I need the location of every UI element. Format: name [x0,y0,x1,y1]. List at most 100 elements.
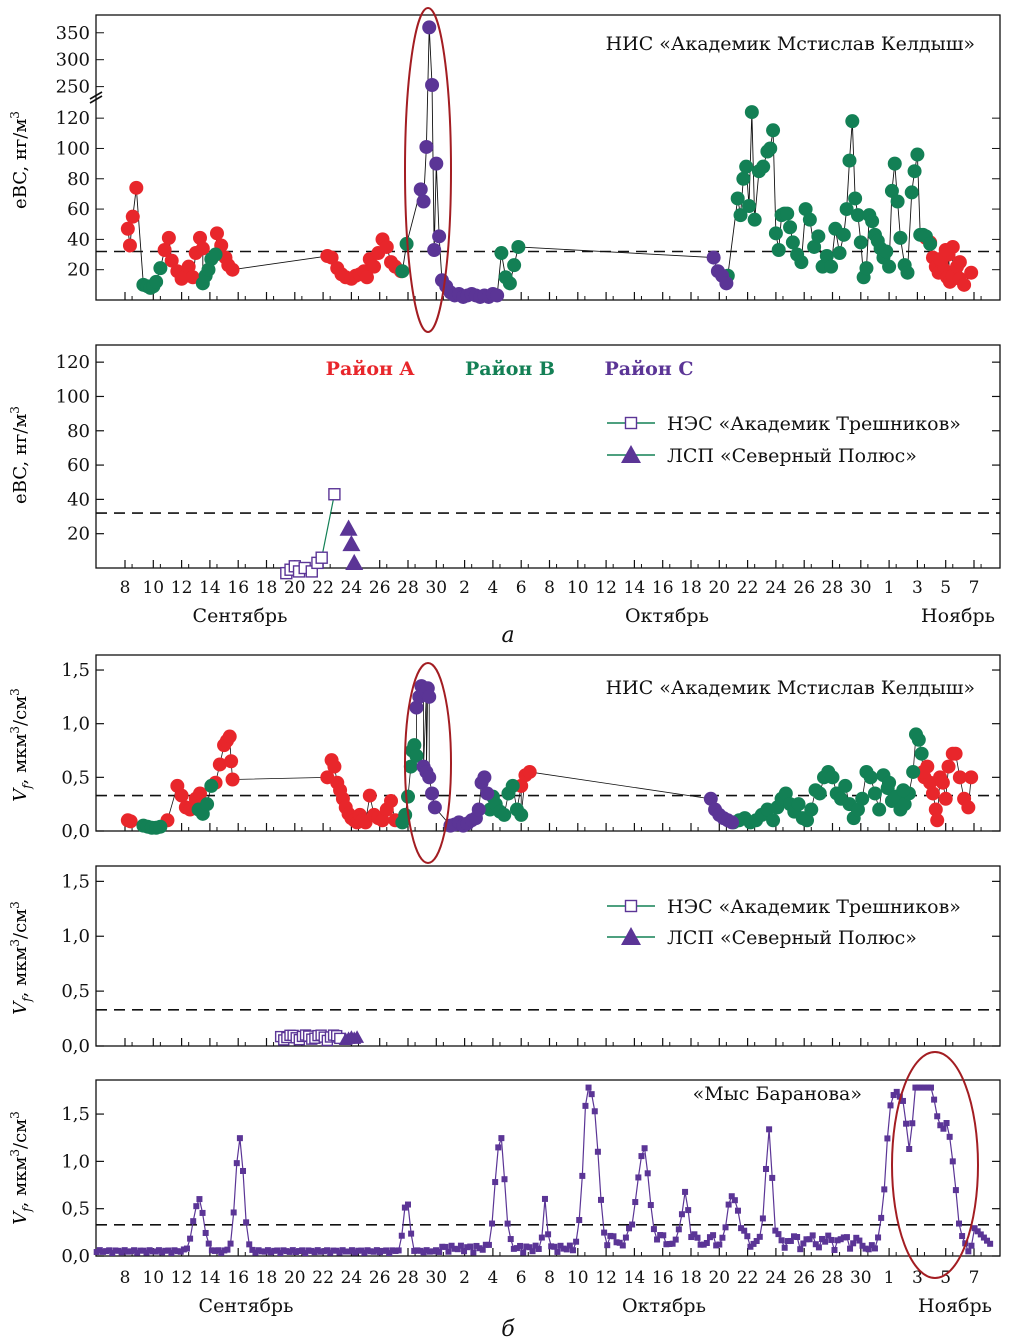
data-point-region-b [819,249,834,264]
panel-b-top-highlight-ellipse [404,662,452,864]
data-point-mys-baranova [376,1249,383,1256]
month-label-nov: Ноябрь [921,605,995,627]
panel-a-bottom-ytick-label: 20 [67,524,90,545]
data-point-mys-baranova [106,1247,113,1254]
panel-b-bottom-xtick-label: 16 [652,1268,674,1288]
panel-b-bottom-ytick-label: 0,0 [61,1246,90,1267]
data-point-region-a [174,788,189,803]
data-point-region-c [425,78,440,92]
data-point-mys-baranova [274,1247,281,1254]
data-point-mys-baranova [118,1249,125,1256]
data-point-region-b [879,244,894,259]
data-point-region-b [911,732,926,747]
month-label-sep: Сентябрь [193,605,288,627]
data-point-mys-baranova [884,1135,891,1142]
data-point-mys-baranova [747,1243,754,1250]
data-point-mys-baranova [613,1239,620,1246]
data-point-region-b [853,235,868,250]
panel-b-mid-ytick-label: 0,0 [61,1036,90,1057]
data-point-region-b [839,202,854,217]
data-point-mys-baranova [445,1248,452,1255]
data-point-region-b [733,208,748,223]
data-point-mys-baranova [635,1174,642,1181]
data-point-mys-baranova [485,1241,492,1248]
panel-b-mid-ytick-label: 1,5 [61,871,90,892]
data-point-region-b [855,791,870,806]
data-point-mys-baranova [408,1230,415,1237]
data-point-region-a [359,270,374,285]
data-point-mys-baranova [308,1247,315,1254]
panel-b-top-ytick-label: 1,5 [61,660,90,681]
data-point-mys-baranova [576,1217,583,1224]
data-point-region-c [719,276,734,291]
panel-b-bottom-xtick-label: 16 [227,1268,249,1288]
data-point-region-a [120,221,135,236]
data-point-region-b [800,813,815,828]
data-point-mys-baranova [781,1244,788,1251]
data-point-region-b [882,259,897,274]
data-point-region-b [149,274,164,289]
data-point-mys-baranova [277,1249,284,1256]
panel-b-bottom-xtick-label: 22 [737,1268,759,1288]
data-point-mys-baranova [654,1236,661,1243]
data-point-mys-baranova [725,1201,732,1208]
data-point-mys-baranova [205,1240,212,1247]
y-axis-label: Vf, мкм3/см3 [8,688,34,802]
data-point-mys-baranova [778,1237,785,1244]
data-point-mys-baranova [750,1240,757,1247]
data-point-mys-baranova [980,1234,987,1241]
data-point-mys-baranova [221,1247,228,1254]
y-axis-label: eBC, нг/м3 [8,111,31,209]
data-point-mys-baranova [607,1232,614,1239]
data-point-mys-baranova [495,1144,502,1151]
data-point-mys-baranova [436,1248,443,1255]
data-point-mys-baranova [716,1241,723,1248]
data-point-mys-baranova [787,1237,794,1244]
data-point-region-a [938,242,953,257]
panel-b-top-ytick-label: 0,0 [61,821,90,842]
data-point-mys-baranova [881,1186,888,1193]
data-point-region-b [804,802,819,817]
data-point-region-c [422,689,437,704]
panel-a-bottom-xtick-label: 12 [171,578,193,598]
data-point-mys-baranova [934,1113,941,1120]
panel-a-top-ylabel: eBC, нг/м3 [8,111,31,209]
data-point-mys-baranova [856,1237,863,1244]
data-point-mys-baranova [367,1248,374,1255]
panel-a-bottom-xtick-label: 14 [199,578,221,598]
data-point-severny-polyus [345,553,364,571]
data-point-region-a [957,277,972,292]
data-point-mys-baranova [479,1246,486,1253]
data-point-mys-baranova [280,1247,287,1254]
panel-b-bottom-xtick-label: 30 [425,1268,447,1288]
data-point-region-a [964,265,979,280]
data-point-region-b [825,770,840,785]
data-point-mys-baranova [286,1248,293,1255]
data-point-mys-baranova [224,1246,231,1253]
legend-marker-square [624,899,638,913]
panel-a-bottom-xtick-label: 24 [341,578,363,598]
data-point-mys-baranova [162,1247,169,1254]
data-point-mys-baranova [243,1219,250,1226]
panel-a-top-ytick-label: 60 [67,199,90,220]
panel-a-top-ytick-label: 120 [56,108,90,129]
data-point-region-a [964,770,979,785]
data-point-region-b [502,276,517,291]
panel-b-bottom-xtick-label: 26 [369,1268,391,1288]
data-point-mys-baranova [96,1247,103,1254]
data-point-mys-baranova [420,1249,427,1256]
data-point-mys-baranova [728,1193,735,1200]
panel-b-top-ytick-label: 0,5 [61,767,90,788]
data-point-region-b [867,786,882,801]
data-point-mys-baranova [560,1245,567,1252]
data-point-mys-baranova [691,1231,698,1238]
data-point-mys-baranova [103,1248,110,1255]
panel-a-bottom-ytick-label: 40 [67,489,90,510]
panel-b-bottom-xtick-label: 5 [940,1268,951,1288]
data-point-mys-baranova [949,1158,956,1165]
data-point-mys-baranova [414,1247,421,1254]
panel-a-top-title: НИС «Академик Мстислав Келдыш» [606,33,975,55]
data-point-mys-baranova [791,1233,798,1240]
data-point-region-c [703,791,718,806]
data-point-mys-baranova [364,1247,371,1254]
